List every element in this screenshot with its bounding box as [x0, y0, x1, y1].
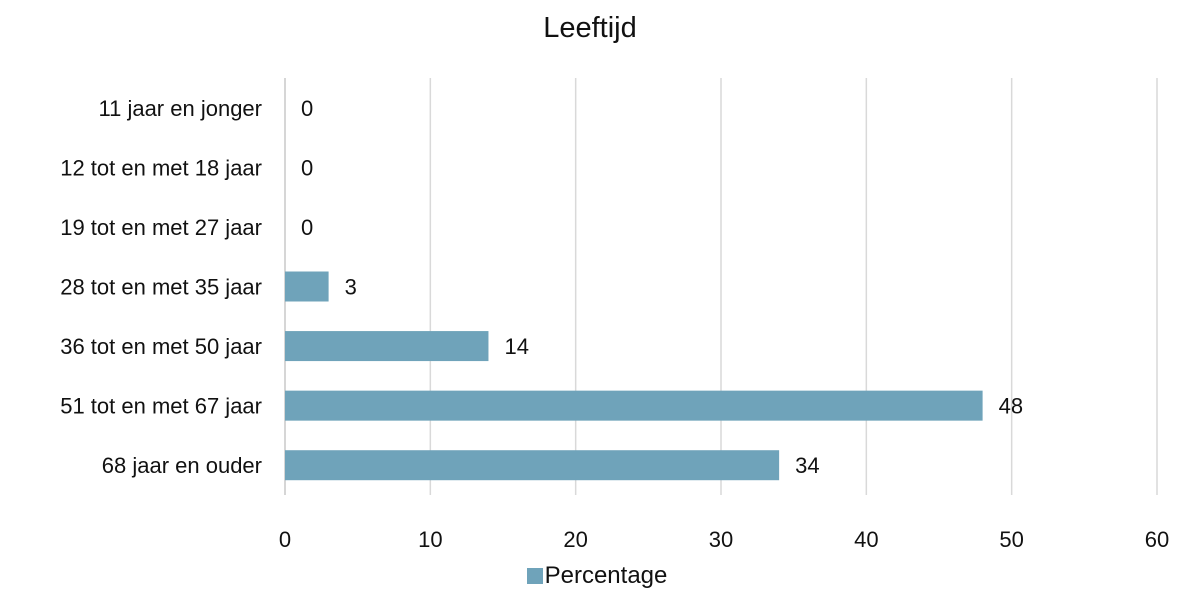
x-tick-label: 60 [1145, 527, 1169, 552]
x-tick-labels: 0 10 20 30 40 50 60 [279, 527, 1169, 552]
bar[interactable] [285, 271, 329, 302]
bar[interactable] [285, 331, 489, 362]
gridlines [284, 78, 1158, 495]
category-label: 19 tot en met 27 jaar [60, 215, 262, 240]
category-labels: 11 jaar en jonger 12 tot en met 18 jaar 19… [60, 96, 262, 478]
legend: Percentage [0, 562, 1180, 591]
legend-label: Percentage [544, 562, 668, 589]
legend-swatch [526, 568, 543, 584]
category-label: 68 jaar en ouder [102, 453, 262, 478]
data-label: 3 [345, 275, 357, 300]
category-label: 28 tot en met 35 jaar [60, 275, 262, 300]
bars [285, 271, 983, 481]
category-label: 36 tot en met 50 jaar [60, 334, 262, 359]
bar[interactable] [285, 450, 780, 481]
bar[interactable] [285, 390, 983, 421]
x-tick-label: 40 [854, 527, 878, 552]
x-tick-label: 30 [709, 527, 733, 552]
category-label: 12 tot en met 18 jaar [60, 155, 262, 180]
legend-item-percentage[interactable]: Percentage [526, 562, 668, 590]
x-tick-label: 50 [999, 527, 1023, 552]
data-label: 34 [795, 453, 819, 478]
data-label: 14 [504, 334, 528, 359]
chart-title: Leeftijd [543, 12, 637, 44]
data-label: 0 [301, 96, 313, 121]
data-label: 0 [301, 215, 313, 240]
data-label: 0 [301, 155, 313, 180]
x-tick-label: 20 [563, 527, 587, 552]
category-label: 51 tot en met 67 jaar [60, 394, 262, 419]
data-label: 48 [999, 394, 1023, 419]
x-tick-label: 10 [418, 527, 442, 552]
x-tick-label: 0 [279, 527, 291, 552]
data-labels: 0 0 0 3 14 48 34 [301, 96, 1023, 478]
category-label: 11 jaar en jonger [99, 96, 263, 121]
